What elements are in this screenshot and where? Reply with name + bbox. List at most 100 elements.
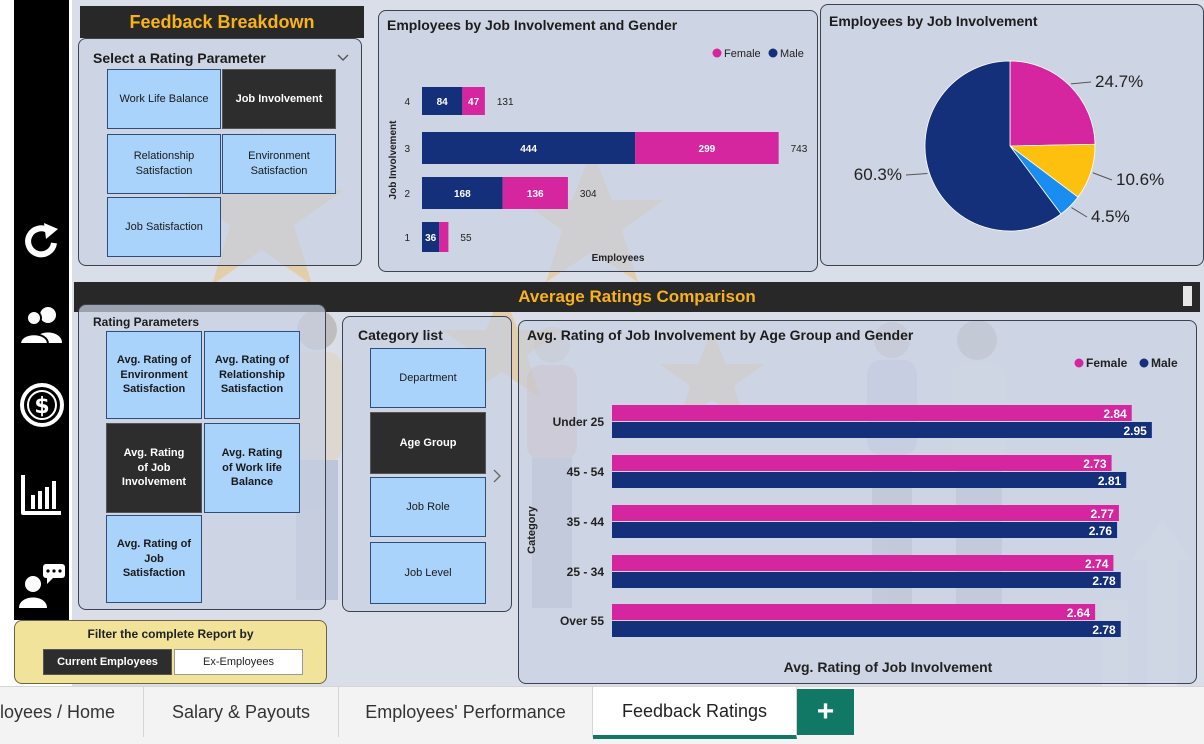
y-tick-label: 1 (404, 233, 410, 244)
bar-female (611, 554, 1113, 571)
data-label-female: 136 (526, 189, 543, 200)
bar-male (421, 176, 503, 209)
leader-line (1070, 206, 1087, 217)
data-label-male: 444 (520, 144, 537, 155)
y-axis-title: Job Involvement (388, 119, 399, 199)
legend-female-marker (1074, 358, 1083, 367)
tab-employees-performance[interactable]: Employees' Performance (339, 687, 593, 737)
chevron-right-icon[interactable] (493, 469, 501, 488)
job-involvement-gender-chart: Employees by Job Involvement and Gender … (378, 10, 818, 272)
feedback-user-icon[interactable] (14, 560, 69, 610)
left-margin (0, 0, 14, 686)
avg-chart-title: Avg. Rating of Job Involvement by Age Gr… (527, 327, 914, 343)
tab-salary-payouts[interactable]: Salary & Payouts (144, 687, 339, 737)
pie-data-label: 10.6% (1116, 170, 1164, 189)
y-tick-label: 45 - 54 (566, 465, 604, 479)
average-ratings-title: Average Ratings Comparison (518, 287, 756, 306)
page-tab-bar: loyees / Home Salary & Payouts Employees… (0, 686, 1204, 744)
report-canvas: Feedback Breakdown Select a Rating Param… (72, 0, 1204, 686)
y-tick-label: 4 (404, 97, 410, 108)
option-work-life-balance[interactable]: Work Life Balance (107, 69, 221, 129)
y-tick-label: Under 25 (552, 415, 604, 429)
legend-male-marker (1139, 358, 1148, 367)
option-job-satisfaction[interactable]: Job Satisfaction (107, 197, 221, 257)
pie-slice (924, 60, 1062, 231)
dollar-icon[interactable]: $ (14, 380, 69, 430)
data-label-male: 36 (425, 233, 437, 244)
data-label-female: 299 (698, 144, 715, 155)
option-relationship-satisfaction[interactable]: Relationship Satisfaction (107, 134, 221, 194)
bar-male (421, 86, 462, 115)
option-job-involvement[interactable]: Job Involvement (222, 69, 336, 129)
legend-male-label: Male (1151, 356, 1178, 370)
x-axis-title: Employees (591, 253, 644, 264)
filter-title: Filter the complete Report by (87, 627, 254, 641)
category-department[interactable]: Department (370, 348, 486, 408)
bar-female (438, 221, 448, 252)
leader-line (905, 172, 927, 175)
y-tick-label: 35 - 44 (566, 515, 604, 529)
data-label-total: 304 (579, 189, 596, 200)
chevron-down-icon[interactable] (337, 49, 349, 67)
category-job-role[interactable]: Job Role (370, 477, 486, 537)
bar-chart-icon[interactable] (14, 468, 69, 520)
avg-rating-age-gender-chart: Avg. Rating of Job Involvement by Age Gr… (518, 320, 1197, 684)
y-tick-label: 25 - 34 (566, 565, 604, 579)
param-job-satisfaction[interactable]: Avg. Rating of Job Satisfaction (106, 515, 202, 603)
scrollbar-thumb[interactable] (1183, 286, 1192, 306)
tab-home[interactable]: loyees / Home (0, 687, 144, 737)
data-label-male: 2.95 (1123, 424, 1147, 438)
add-page-button[interactable]: + (797, 689, 854, 735)
data-label-male: 2.78 (1092, 574, 1116, 588)
legend-female-label: Female (724, 48, 761, 60)
data-label-male: 84 (436, 97, 448, 108)
tab-feedback-ratings[interactable]: Feedback Ratings (593, 687, 797, 739)
bar-male (611, 521, 1117, 538)
y-tick-label: 3 (404, 144, 410, 155)
slicer-title: Select a Rating Parameter (93, 50, 266, 66)
rating-params-title: Rating Parameters (93, 315, 200, 329)
data-label-male: 2.76 (1088, 524, 1112, 538)
filter-current-employees[interactable]: Current Employees (43, 649, 172, 675)
navigation-sidebar: $ (14, 0, 69, 620)
bar-male (611, 620, 1121, 637)
legend-male-label: Male (780, 48, 804, 60)
param-work-life-balance[interactable]: Avg. Rating of Work life Balance (204, 423, 300, 513)
bar-male (421, 221, 439, 252)
y-axis-title: Category (526, 505, 538, 554)
chart-title: Employees by Job Involvement and Gender (387, 17, 678, 33)
data-label-male: 168 (453, 189, 470, 200)
legend-male-marker (768, 48, 777, 57)
data-label-total: 743 (790, 144, 807, 155)
pie-title: Employees by Job Involvement (829, 13, 1038, 29)
bar-male (611, 471, 1126, 488)
data-label-female: 2.77 (1090, 507, 1114, 521)
bar-male (421, 131, 635, 164)
bar-female (502, 176, 568, 209)
feedback-breakdown-header: Feedback Breakdown (80, 6, 364, 38)
category-age-group[interactable]: Age Group (370, 412, 486, 474)
pie-chart: 24.7% 10.6% 4.5% 60.3% (853, 60, 1164, 231)
legend-female-label: Female (1086, 356, 1128, 370)
param-job-involvement[interactable]: Avg. Rating of Job Involvement (106, 423, 202, 513)
param-environment-satisfaction[interactable]: Avg. Rating of Environment Satisfaction (106, 331, 202, 419)
bar-female (611, 504, 1119, 521)
bar-male (611, 421, 1152, 438)
job-involvement-pie-chart: Employees by Job Involvement 24.7% 10.6% 4… (820, 4, 1204, 266)
category-job-level[interactable]: Job Level (370, 542, 486, 604)
svg-text:$: $ (34, 394, 49, 419)
people-icon[interactable] (14, 300, 69, 350)
option-environment-satisfaction[interactable]: Environment Satisfaction (222, 134, 336, 194)
pie-data-label: 24.7% (1095, 72, 1143, 91)
category-list-slicer: Category list Department Age Group Job R… (342, 316, 512, 612)
param-relationship-satisfaction[interactable]: Avg. Rating of Relationship Satisfaction (204, 331, 300, 419)
leader-line (1092, 171, 1112, 180)
y-tick-label: Over 55 (559, 614, 603, 628)
report-page: $ (0, 0, 1204, 686)
filter-ex-employees[interactable]: Ex-Employees (174, 649, 303, 675)
bar-female (611, 404, 1132, 421)
data-label-total: 131 (496, 97, 513, 108)
data-label-male: 2.81 (1097, 474, 1121, 488)
leader-line (1070, 81, 1091, 84)
refresh-icon[interactable] (14, 215, 69, 267)
